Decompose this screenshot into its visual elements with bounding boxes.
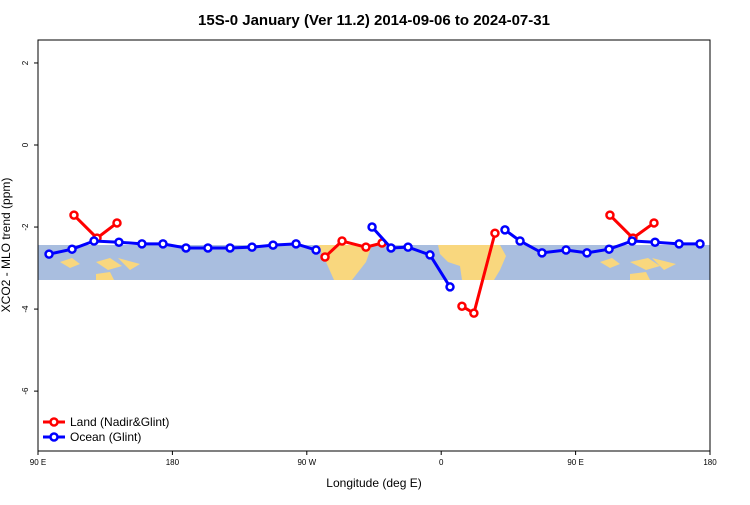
legend-marker: [49, 432, 59, 442]
point: [203, 243, 213, 253]
point: [311, 245, 321, 255]
x-tick-label: 90 E: [567, 458, 583, 467]
point: [537, 248, 547, 258]
plot-frame: [37, 39, 711, 452]
y-tick-label: -6: [21, 387, 30, 395]
point: [268, 240, 278, 250]
point: [367, 222, 377, 232]
point: [425, 250, 435, 260]
point: [247, 242, 257, 252]
point: [650, 237, 660, 247]
point: [320, 252, 330, 262]
point: [291, 239, 301, 249]
y-tick-label: -4: [21, 305, 30, 313]
point: [114, 237, 124, 247]
point: [627, 236, 637, 246]
point: [361, 242, 371, 252]
point: [67, 244, 77, 254]
point: [386, 243, 396, 253]
point: [44, 249, 54, 259]
y-tick-label: -2: [21, 223, 30, 231]
point: [490, 228, 500, 238]
point: [181, 243, 191, 253]
point: [649, 218, 659, 228]
point: [69, 210, 79, 220]
point: [445, 282, 455, 292]
legend-label: Land (Nadir&Glint): [70, 415, 169, 429]
point: [137, 239, 147, 249]
point: [158, 239, 168, 249]
point: [89, 236, 99, 246]
x-tick-label: 90 E: [30, 458, 46, 467]
point: [515, 236, 525, 246]
point: [561, 245, 571, 255]
point: [605, 210, 615, 220]
point: [500, 225, 510, 235]
point: [457, 301, 467, 311]
legend-label: Ocean (Glint): [70, 430, 141, 444]
point: [403, 242, 413, 252]
point: [469, 308, 479, 318]
point: [112, 218, 122, 228]
point: [582, 248, 592, 258]
point: [225, 243, 235, 253]
x-axis-label: Longitude (deg E): [326, 476, 421, 490]
point: [674, 239, 684, 249]
x-tick-label: 90 W: [297, 458, 316, 467]
y-tick-label: 2: [21, 60, 30, 65]
y-axis-label: XCO2 - MLO trend (ppm): [0, 178, 13, 313]
x-tick-label: 180: [703, 458, 717, 467]
y-tick-label: 0: [21, 142, 30, 147]
point: [337, 236, 347, 246]
chart-title: 15S-0 January (Ver 11.2) 2014-09-06 to 2…: [198, 12, 550, 29]
point: [695, 239, 705, 249]
legend-marker: [49, 417, 59, 427]
x-tick-label: 0: [439, 458, 444, 467]
point: [604, 244, 614, 254]
x-tick-label: 180: [166, 458, 180, 467]
